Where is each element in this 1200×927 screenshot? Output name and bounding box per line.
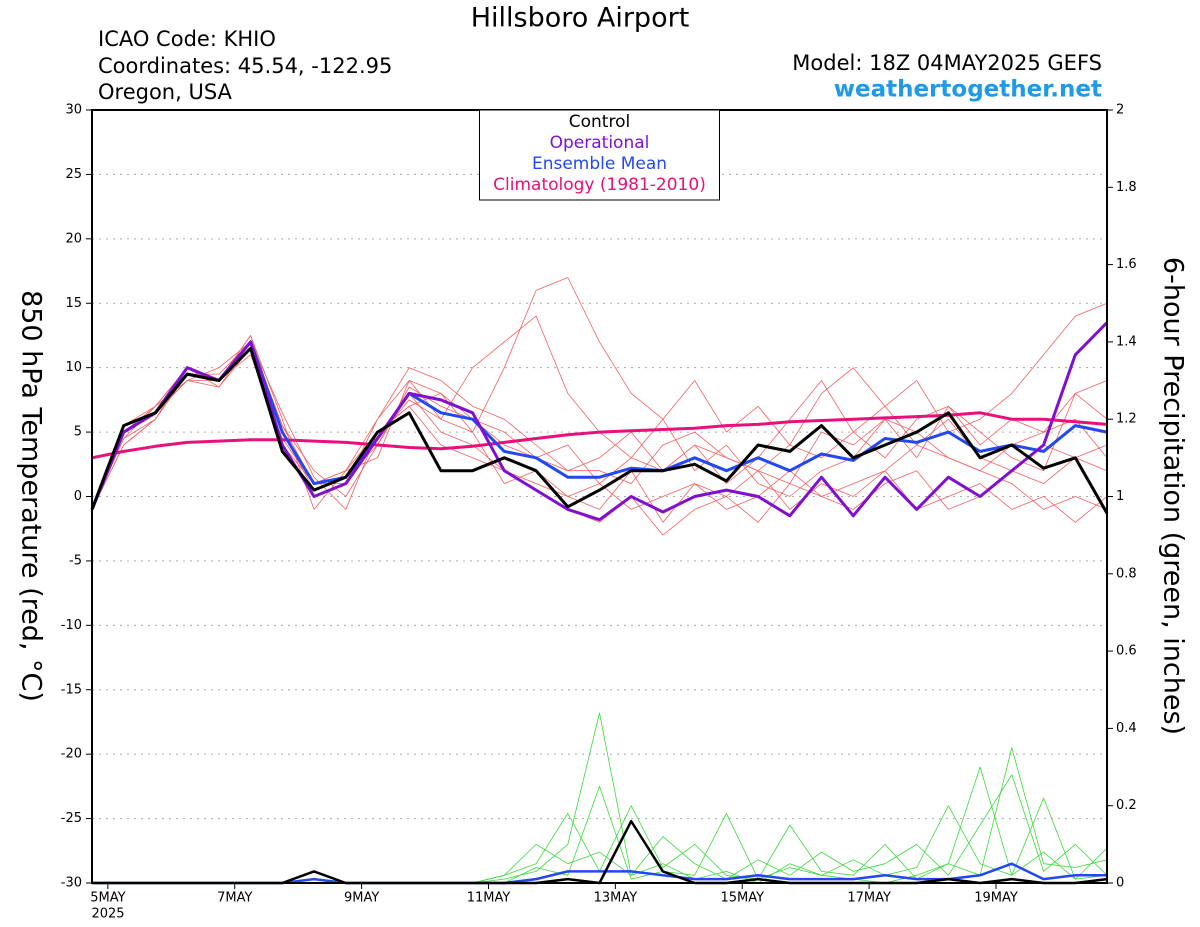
x-tick-label: 5MAY <box>90 891 125 906</box>
legend-entry: Ensemble Mean <box>532 154 667 174</box>
y2-tick-label: 1.8 <box>1116 180 1137 195</box>
y-tick-label: -25 <box>61 811 82 826</box>
series-line <box>91 341 1108 510</box>
y2-tick-label: 1.2 <box>1116 412 1137 427</box>
legend-entry: Climatology (1981-2010) <box>493 175 706 195</box>
series-line <box>91 277 1108 510</box>
y-axis-label: 850 hPa Temperature (red, °C) <box>16 290 47 702</box>
series-line <box>91 341 1108 536</box>
series-line <box>90 340 1108 510</box>
y2-tick-label: 1.4 <box>1116 334 1137 349</box>
y-tick-label: 5 <box>74 425 82 440</box>
legend-entry: Operational <box>550 133 650 153</box>
y-tick-label: 0 <box>74 489 82 504</box>
series-line <box>90 346 1109 514</box>
x-year-label: 2025 <box>91 907 124 922</box>
y-tick-label: 30 <box>65 103 82 118</box>
info-line: Coordinates: 45.54, -122.95 <box>98 54 392 78</box>
legend-entry: Control <box>569 112 630 132</box>
y2-tick-label: 0 <box>1116 876 1124 891</box>
series-line <box>91 347 1108 510</box>
y-tick-label: -10 <box>61 618 82 633</box>
y2-tick-label: 0.4 <box>1116 721 1137 736</box>
series-line <box>92 786 1108 884</box>
y2-tick-label: 0.8 <box>1116 566 1137 581</box>
series-line <box>91 411 1108 460</box>
y2-axis-label: 6-hour Precipitation (green, inches) <box>1158 257 1189 735</box>
y-tick-label: 20 <box>65 231 82 246</box>
series-line <box>90 321 1109 522</box>
y2-tick-label: 0.2 <box>1116 798 1137 813</box>
x-tick-label: 15MAY <box>720 891 764 906</box>
source-label: weathertogether.net <box>834 77 1102 103</box>
y-tick-label: 25 <box>65 167 82 182</box>
x-tick-label: 17MAY <box>847 891 891 906</box>
y-tick-label: -20 <box>61 747 82 762</box>
y2-tick-label: 1.6 <box>1116 257 1137 272</box>
x-tick-label: 9MAY <box>344 891 379 906</box>
y2-tick-label: 1 <box>1116 489 1124 504</box>
series-line <box>92 712 1108 884</box>
y-tick-label: -5 <box>69 553 82 568</box>
y-tick-label: -15 <box>61 682 82 697</box>
x-tick-label: 19MAY <box>974 891 1018 906</box>
y-tick-label: 15 <box>65 296 82 311</box>
info-line: ICAO Code: KHIO <box>98 27 276 51</box>
series-line <box>92 747 1108 884</box>
legend-box <box>479 109 720 201</box>
model-label: Model: 18Z 04MAY2025 GEFS <box>792 51 1102 75</box>
y2-tick-label: 2 <box>1116 103 1124 118</box>
y-tick-label: 10 <box>65 360 82 375</box>
series-line <box>92 774 1108 884</box>
info-line: Oregon, USA <box>98 80 233 104</box>
y-tick-label: -30 <box>61 876 82 891</box>
x-tick-label: 13MAY <box>594 891 638 906</box>
y2-tick-label: 0.6 <box>1116 644 1137 659</box>
chart-title: Hillsboro Airport <box>471 3 690 34</box>
x-tick-label: 7MAY <box>217 891 252 906</box>
x-tick-label: 11MAY <box>467 891 511 906</box>
